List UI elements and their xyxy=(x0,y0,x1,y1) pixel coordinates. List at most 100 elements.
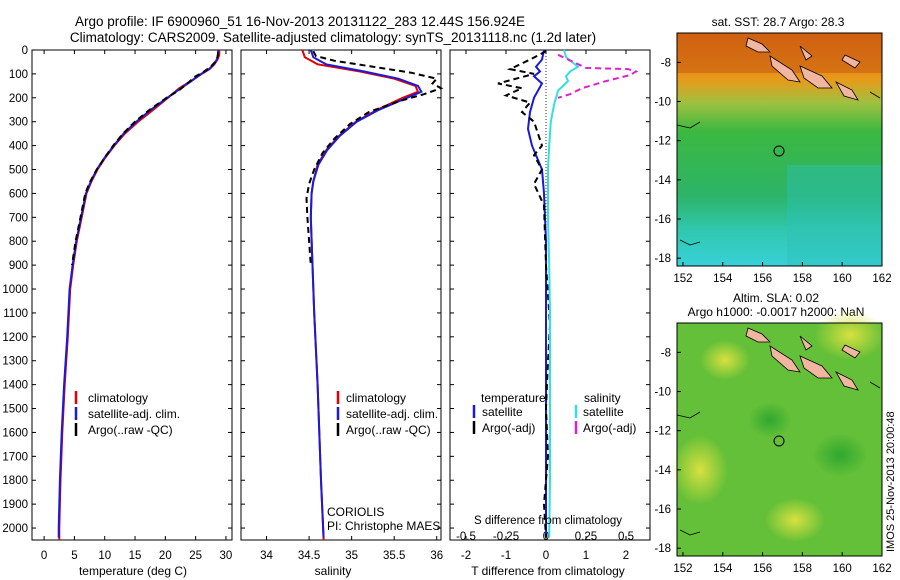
temperature-panel xyxy=(31,49,233,541)
map-x-tick-label: 152 xyxy=(673,273,692,285)
series-satellite-line xyxy=(526,49,547,538)
depth-tick-label: 300 xyxy=(9,117,28,129)
series-satellite-adj-clim--line xyxy=(309,49,423,538)
map-y-tick-label: -18 xyxy=(654,543,671,555)
map-y-tick-label: -16 xyxy=(654,504,671,516)
depth-tick-label: 1900 xyxy=(2,499,28,511)
temperature-axis-ticks: 0 5 10 15 20 25 30 xyxy=(41,50,232,562)
x-tick-label: 0 xyxy=(41,550,47,562)
s-diff-tick-label: -0.25 xyxy=(493,531,519,543)
map-x-tick-label: 160 xyxy=(833,563,852,575)
legend-temp-argo: Argo(-adj) xyxy=(482,421,535,435)
map-x-tick-label: 154 xyxy=(713,273,733,285)
legend-header-temperature: temperature xyxy=(481,391,546,405)
legend-sal-satellite: satellite xyxy=(583,405,624,419)
depth-tick-label: 1800 xyxy=(2,475,28,487)
map-y-tick-label: -10 xyxy=(654,387,671,399)
sla-low-anomaly xyxy=(812,433,868,477)
depth-tick-label: 1400 xyxy=(2,380,28,392)
sst-map-ticks: 152 154 156 158 160 162 -8 -10 -12 -14 -16 -18 xyxy=(654,57,891,285)
depth-tick-label: 1100 xyxy=(3,308,28,320)
x-tick-label: 36 xyxy=(430,550,443,562)
depth-tick-label: 200 xyxy=(9,93,28,105)
sla-map-frame xyxy=(676,322,883,557)
argo-location-marker xyxy=(773,435,785,447)
sla-islands xyxy=(745,327,861,391)
x-tick-label: -2 xyxy=(461,550,471,562)
depth-tick-label: 700 xyxy=(9,212,28,224)
x-tick-label: 10 xyxy=(98,550,111,562)
sla-map-title-2: Argo h1000: -0.0017 h2000: NaN xyxy=(688,305,865,319)
depth-tick-label: 100 xyxy=(9,69,28,81)
series-climatology-line xyxy=(58,50,221,540)
map-x-tick-label: 156 xyxy=(753,563,772,575)
depth-tick-label: 500 xyxy=(9,165,28,177)
x-tick-label: 25 xyxy=(189,550,202,562)
sla-high-anomaly xyxy=(765,498,825,542)
depth-tick-label: 1500 xyxy=(2,404,28,416)
map-y-tick-label: -18 xyxy=(654,253,671,265)
depth-tick-label: 800 xyxy=(9,236,28,248)
map-x-tick-label: 156 xyxy=(753,273,772,285)
map-x-tick-label: 162 xyxy=(872,563,891,575)
difference-top-xlabel: S difference from climatology xyxy=(474,515,622,527)
map-y-tick-label: -14 xyxy=(654,465,671,477)
sst-map-frame xyxy=(676,32,883,267)
sla-map-ticks: 152 154 156 158 160 162 -8 -10 -12 -14 -16 -18 xyxy=(654,347,891,575)
x-tick-label: 35.5 xyxy=(383,550,405,562)
s-diff-tick-label: 0.25 xyxy=(575,531,597,543)
x-tick-label: 0 xyxy=(543,550,549,562)
x-tick-label: 2 xyxy=(623,550,629,562)
map-y-tick-label: -8 xyxy=(661,347,671,359)
legend-argo: Argo(..raw -QC) xyxy=(346,423,431,437)
series-argo-adj--line xyxy=(497,50,552,538)
pi-label: PI: Christophe MAES xyxy=(327,519,440,533)
salinity-legend: climatology satellite-adj. clim. Argo(..… xyxy=(327,391,440,533)
legend-climatology: climatology xyxy=(346,391,406,405)
depth-tick-label: 1600 xyxy=(2,427,28,439)
difference-series xyxy=(497,49,639,538)
map-y-tick-label: -14 xyxy=(654,175,671,187)
depth-tick-label: 600 xyxy=(9,188,28,200)
data-centre-label: CORIOLIS xyxy=(327,505,384,519)
x-tick-label: 5 xyxy=(71,550,77,562)
imos-timestamp: IMOS 25-Nov-2013 20:00:48 xyxy=(885,411,897,552)
depth-tick-label: 2000 xyxy=(2,523,28,535)
sst-coastline xyxy=(676,91,881,246)
sst-map xyxy=(676,32,883,267)
series-satellite-line xyxy=(547,49,580,538)
sla-coastline xyxy=(676,381,881,536)
s-diff-tick-label: 0.5 xyxy=(618,531,634,543)
x-tick-label: 34.5 xyxy=(298,550,320,562)
depth-axis-ticks: 0 100 200 300 400 500 600 700 800 900 1000 1100 1200… xyxy=(2,45,650,535)
map-x-tick-label: 154 xyxy=(713,563,733,575)
salinity-panel xyxy=(240,49,442,541)
legend-satellite-adj: satellite-adj. clim. xyxy=(88,407,180,421)
sla-map xyxy=(672,310,885,557)
series-satellite-adj-clim--line xyxy=(57,50,220,538)
legend-header-salinity: salinity xyxy=(584,391,621,405)
sst-map-title: sat. SST: 28.7 Argo: 28.3 xyxy=(712,15,845,29)
map-y-tick-label: -12 xyxy=(654,136,671,148)
map-y-tick-label: -12 xyxy=(654,426,671,438)
temperature-xlabel: temperature (deg C) xyxy=(79,564,187,578)
x-tick-label: 35 xyxy=(345,550,358,562)
sla-high-anomaly xyxy=(700,340,750,380)
sla-map-title-1: Altim. SLA: 0.02 xyxy=(733,291,819,305)
series-argo-raw-qc--line xyxy=(305,50,444,266)
difference-panel xyxy=(449,49,651,541)
map-x-tick-label: 152 xyxy=(673,563,692,575)
map-x-tick-label: 160 xyxy=(833,273,852,285)
legend-temp-satellite: satellite xyxy=(482,405,523,419)
salinity-series xyxy=(301,49,444,541)
x-tick-label: 30 xyxy=(220,550,233,562)
sla-high-anomaly xyxy=(672,435,728,505)
sst-islands xyxy=(745,37,861,101)
difference-xlabel: T difference from climatology xyxy=(471,564,625,578)
depth-tick-label: 1200 xyxy=(2,332,28,344)
x-tick-label: 34 xyxy=(260,550,273,562)
legend-satellite-adj: satellite-adj. clim. xyxy=(346,407,438,421)
depth-tick-label: 400 xyxy=(9,141,28,153)
temperature-series xyxy=(57,50,221,540)
